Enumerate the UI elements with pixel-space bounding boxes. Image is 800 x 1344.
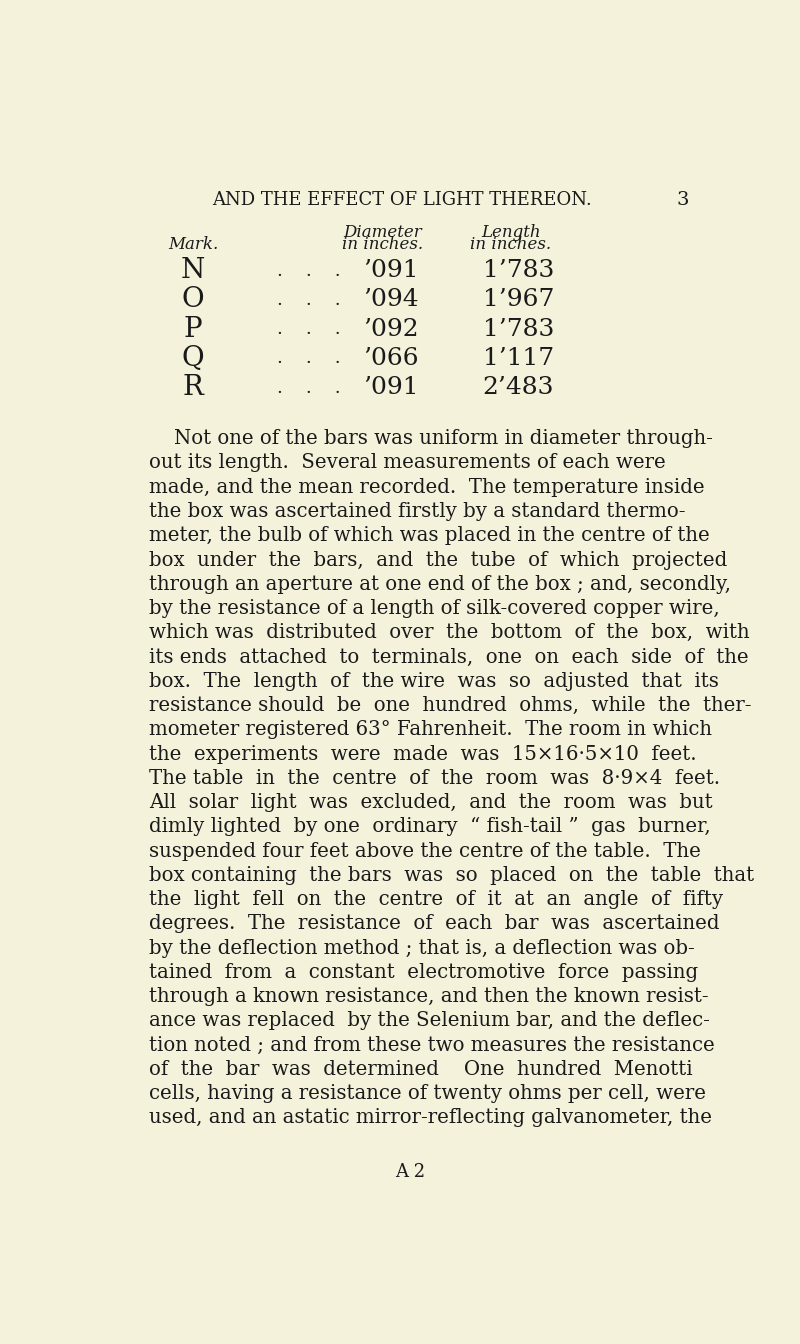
Text: degrees.  The  resistance  of  each  bar  was  ascertained: degrees. The resistance of each bar was … <box>149 914 719 933</box>
Text: out its length.  Several measurements of each were: out its length. Several measurements of … <box>149 453 666 473</box>
Text: .    .    .: . . . <box>277 262 340 280</box>
Text: through an aperture at one end of the box ; and, secondly,: through an aperture at one end of the bo… <box>149 575 731 594</box>
Text: box containing  the bars  was  so  placed  on  the  table  that: box containing the bars was so placed on… <box>149 866 754 884</box>
Text: mometer registered 63° Fahrenheit.  The room in which: mometer registered 63° Fahrenheit. The r… <box>149 720 712 739</box>
Text: cells, having a resistance of twenty ohms per cell, were: cells, having a resistance of twenty ohm… <box>149 1085 706 1103</box>
Text: through a known resistance, and then the known resist-: through a known resistance, and then the… <box>149 986 709 1007</box>
Text: A 2: A 2 <box>395 1163 425 1180</box>
Text: ’092: ’092 <box>363 317 418 340</box>
Text: tained  from  a  constant  electromotive  force  passing: tained from a constant electromotive for… <box>149 962 698 982</box>
Text: meter, the bulb of which was placed in the centre of the: meter, the bulb of which was placed in t… <box>149 527 710 546</box>
Text: by the resistance of a length of silk-covered copper wire,: by the resistance of a length of silk-co… <box>149 599 719 618</box>
Text: O: O <box>182 286 204 313</box>
Text: tion noted ; and from these two measures the resistance: tion noted ; and from these two measures… <box>149 1036 714 1055</box>
Text: 1’783: 1’783 <box>483 317 554 340</box>
Text: 1’117: 1’117 <box>483 347 554 370</box>
Text: the  experiments  were  made  was  15×16·5×10  feet.: the experiments were made was 15×16·5×10… <box>149 745 697 763</box>
Text: 1’783: 1’783 <box>483 259 554 282</box>
Text: Q: Q <box>182 345 204 372</box>
Text: box  under  the  bars,  and  the  tube  of  which  projected: box under the bars, and the tube of whic… <box>149 551 727 570</box>
Text: of  the  bar  was  determined    One  hundred  Menotti: of the bar was determined One hundred Me… <box>149 1060 693 1079</box>
Text: .    .    .: . . . <box>277 379 340 396</box>
Text: .    .    .: . . . <box>277 290 340 309</box>
Text: which was  distributed  over  the  bottom  of  the  box,  with: which was distributed over the bottom of… <box>149 624 750 642</box>
Text: Diameter: Diameter <box>343 223 422 241</box>
Text: box.  The  length  of  the wire  was  so  adjusted  that  its: box. The length of the wire was so adjus… <box>149 672 718 691</box>
Text: the box was ascertained firstly by a standard thermo-: the box was ascertained firstly by a sta… <box>149 503 686 521</box>
Text: Mark.: Mark. <box>168 237 218 253</box>
Text: in inches.: in inches. <box>470 237 551 253</box>
Text: ’094: ’094 <box>363 289 418 312</box>
Text: ’091: ’091 <box>363 376 418 399</box>
Text: The table  in  the  centre  of  the  room  was  8·9×4  feet.: The table in the centre of the room was … <box>149 769 720 788</box>
Text: the  light  fell  on  the  centre  of  it  at  an  angle  of  fifty: the light fell on the centre of it at an… <box>149 890 723 909</box>
Text: 2’483: 2’483 <box>482 376 554 399</box>
Text: suspended four feet above the centre of the table.  The: suspended four feet above the centre of … <box>149 841 701 860</box>
Text: .    .    .: . . . <box>277 320 340 339</box>
Text: ance was replaced  by the Selenium bar, and the deflec-: ance was replaced by the Selenium bar, a… <box>149 1012 710 1031</box>
Text: Not one of the bars was uniform in diameter through-: Not one of the bars was uniform in diame… <box>149 429 713 449</box>
Text: made, and the mean recorded.  The temperature inside: made, and the mean recorded. The tempera… <box>149 477 705 497</box>
Text: R: R <box>182 374 203 401</box>
Text: by the deflection method ; that is, a deflection was ob-: by the deflection method ; that is, a de… <box>149 938 694 957</box>
Text: N: N <box>181 257 205 284</box>
Text: P: P <box>184 316 202 343</box>
Text: ’066: ’066 <box>363 347 418 370</box>
Text: All  solar  light  was  excluded,  and  the  room  was  but: All solar light was excluded, and the ro… <box>149 793 713 812</box>
Text: .    .    .: . . . <box>277 349 340 367</box>
Text: 1’967: 1’967 <box>483 289 554 312</box>
Text: ’091: ’091 <box>363 259 418 282</box>
Text: used, and an astatic mirror-reflecting galvanometer, the: used, and an astatic mirror-reflecting g… <box>149 1109 712 1128</box>
Text: 3: 3 <box>677 191 689 208</box>
Text: Length: Length <box>481 223 541 241</box>
Text: resistance should  be  one  hundred  ohms,  while  the  ther-: resistance should be one hundred ohms, w… <box>149 696 751 715</box>
Text: in inches.: in inches. <box>342 237 423 253</box>
Text: AND THE EFFECT OF LIGHT THEREON.: AND THE EFFECT OF LIGHT THEREON. <box>212 191 592 208</box>
Text: dimly lighted  by one  ordinary  “ fish-tail ”  gas  burner,: dimly lighted by one ordinary “ fish-tai… <box>149 817 710 836</box>
Text: its ends  attached  to  terminals,  one  on  each  side  of  the: its ends attached to terminals, one on e… <box>149 648 749 667</box>
